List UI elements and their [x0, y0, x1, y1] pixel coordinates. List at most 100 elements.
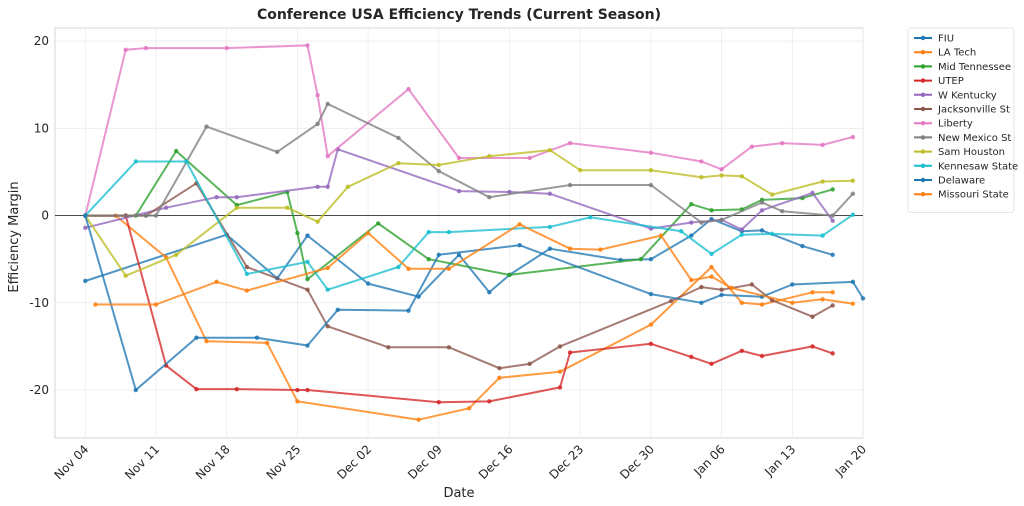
data-point — [315, 219, 320, 224]
data-point — [497, 375, 502, 381]
data-point — [446, 345, 452, 350]
data-point — [850, 301, 856, 306]
data-point — [436, 162, 441, 168]
plot-frame — [54, 27, 864, 439]
data-point — [709, 361, 714, 367]
data-point — [184, 159, 189, 164]
data-point — [769, 192, 775, 197]
data-point — [194, 386, 199, 392]
legend-item: Mid Tennessee — [914, 62, 1011, 73]
data-point — [93, 302, 98, 307]
data-point — [365, 230, 371, 236]
data-point — [204, 338, 209, 344]
y-tick-label: 0 — [41, 209, 49, 223]
data-point — [739, 300, 744, 305]
series-w-kentucky — [83, 147, 835, 232]
data-point — [719, 287, 724, 292]
series-line — [84, 44, 854, 216]
data-point — [830, 252, 835, 258]
data-point — [689, 220, 694, 225]
data-point — [749, 282, 755, 287]
data-point — [244, 288, 250, 293]
data-point — [547, 147, 553, 153]
data-point — [689, 202, 694, 207]
data-point — [679, 229, 684, 234]
data-point — [547, 246, 553, 251]
data-point — [446, 229, 452, 235]
data-point — [143, 45, 149, 51]
data-point — [648, 150, 654, 155]
data-point — [153, 302, 159, 307]
legend-item: UTEP — [914, 76, 964, 87]
data-point — [386, 345, 391, 350]
data-point — [416, 417, 421, 422]
series-new-mexico-st — [83, 101, 856, 225]
data-point — [254, 335, 260, 340]
legend-item: LA Tech — [914, 48, 976, 59]
data-point — [295, 399, 300, 404]
data-point — [396, 264, 401, 270]
series-line — [85, 214, 833, 421]
data-point — [790, 282, 795, 287]
chart-title: Conference USA Efficiency Trends (Curren… — [257, 7, 661, 23]
legend-label: Jacksonville St — [937, 105, 1010, 116]
data-point — [234, 205, 239, 210]
data-point — [709, 274, 714, 279]
data-point — [830, 303, 835, 308]
data-point — [850, 212, 856, 217]
data-point — [648, 167, 654, 173]
data-point — [689, 233, 694, 238]
data-point — [567, 140, 573, 146]
legend-label: Mid Tennessee — [938, 62, 1011, 73]
legend-label: Missouri State — [938, 190, 1009, 201]
data-point — [244, 271, 250, 277]
plot-area — [54, 27, 864, 439]
data-point — [860, 296, 866, 301]
data-point — [567, 350, 573, 355]
data-point — [325, 184, 330, 189]
data-point — [850, 191, 856, 196]
data-point — [648, 182, 654, 188]
data-point — [83, 213, 88, 218]
data-point — [204, 124, 209, 129]
data-point — [527, 361, 532, 367]
series-layer — [83, 43, 866, 422]
series-la-tech — [83, 213, 835, 422]
data-point — [487, 290, 492, 295]
data-point — [163, 205, 169, 210]
data-point — [123, 47, 128, 53]
legend-label: W Kentucky — [938, 90, 997, 101]
legend-label: Sam Houston — [938, 147, 1005, 158]
data-point — [305, 233, 310, 238]
data-point — [709, 208, 714, 213]
data-point — [648, 341, 654, 346]
data-point — [153, 213, 159, 218]
data-point — [648, 322, 654, 327]
data-point — [133, 159, 138, 164]
data-point — [709, 264, 714, 270]
data-point — [446, 266, 452, 271]
legend-marker — [920, 192, 926, 197]
data-point — [648, 291, 654, 297]
data-point — [739, 227, 744, 232]
data-point — [699, 220, 704, 225]
data-point — [436, 168, 441, 174]
data-point — [850, 134, 856, 140]
legend-marker — [920, 64, 926, 69]
data-point — [426, 229, 431, 235]
data-point — [214, 195, 219, 200]
data-point — [810, 190, 815, 196]
data-point — [830, 213, 835, 218]
legend-item: Delaware — [914, 176, 985, 187]
legend-label: LA Tech — [938, 48, 976, 59]
data-point — [517, 222, 522, 227]
data-point — [305, 343, 310, 348]
legend-marker — [920, 177, 926, 183]
data-point — [810, 344, 815, 349]
y-tick-label: 20 — [34, 34, 49, 48]
data-point — [759, 228, 765, 233]
data-point — [850, 178, 856, 183]
legend-label: Liberty — [938, 119, 973, 130]
data-point — [83, 278, 88, 284]
